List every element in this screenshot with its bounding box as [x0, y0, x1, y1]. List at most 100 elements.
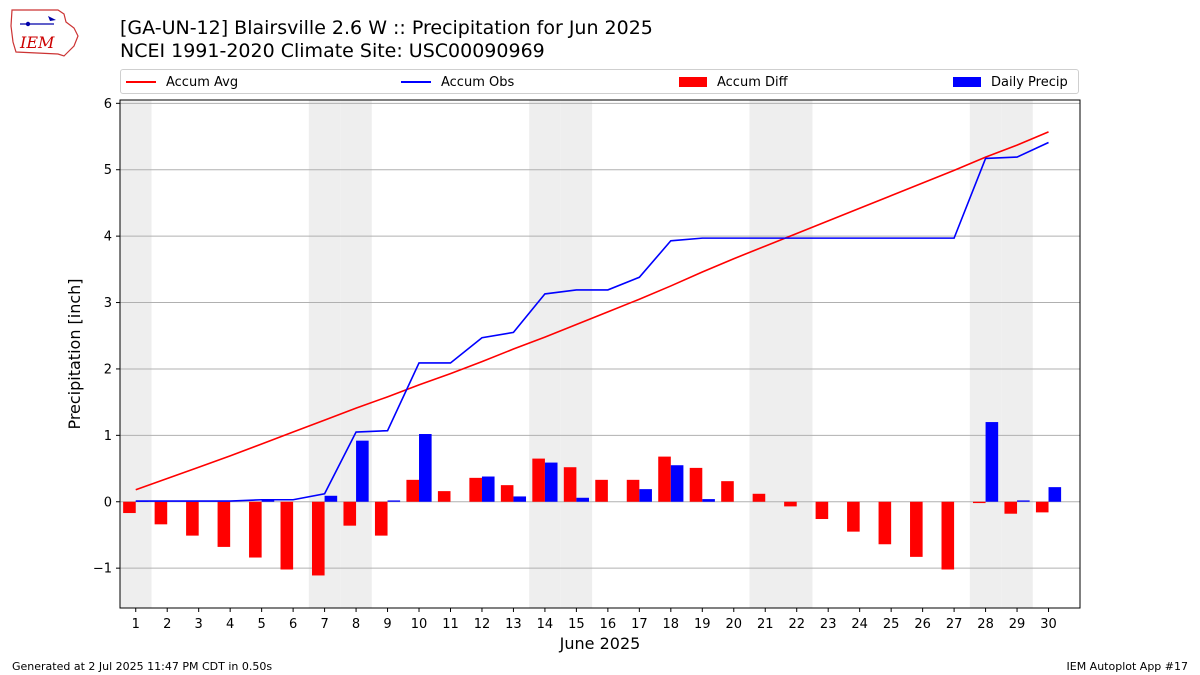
x-tick-label: 28: [977, 617, 994, 632]
x-tick-label: 25: [883, 617, 900, 632]
daily-precip-bar: [670, 465, 684, 502]
accum-diff-bar: [972, 501, 986, 504]
daily-precip-bar: [387, 500, 401, 502]
legend-label: Accum Avg: [166, 74, 239, 90]
legend-item-accum-diff: Accum Diff: [679, 73, 788, 91]
weekend-band: [560, 100, 593, 608]
weekend-band: [120, 100, 152, 608]
legend-item-accum-avg: Accum Avg: [126, 73, 238, 91]
x-tick-label: 17: [631, 617, 648, 632]
x-tick-label: 3: [195, 617, 203, 632]
x-tick-label: 29: [1009, 617, 1026, 632]
weekend-band: [529, 100, 561, 608]
footer-app: IEM Autoplot App #17: [1066, 660, 1189, 673]
accum-diff-bar: [374, 501, 388, 536]
legend-item-accum-obs: Accum Obs: [401, 73, 514, 91]
accum-diff-bar: [217, 501, 231, 547]
chart-title: [GA-UN-12] Blairsville 2.6 W :: Precipit…: [120, 17, 653, 39]
x-tick-label: 12: [474, 617, 491, 632]
accum-diff-bar: [595, 479, 608, 502]
logo-text: IEM: [19, 33, 55, 52]
accum-diff-bar: [626, 479, 640, 502]
accum-diff-bar: [721, 481, 734, 502]
y-axis-label: Precipitation [inch]: [65, 278, 84, 429]
legend-swatch: [401, 81, 431, 83]
accum-diff-bar: [1004, 501, 1018, 514]
x-tick-label: 10: [411, 617, 428, 632]
accum-diff-bar: [910, 501, 923, 557]
x-tick-label: 27: [946, 617, 963, 632]
accum-diff-bar: [689, 467, 703, 502]
daily-precip-bar: [356, 440, 369, 502]
daily-precip-bar: [513, 496, 527, 502]
daily-precip-bar: [481, 476, 495, 502]
accum-diff-bar: [500, 485, 514, 502]
daily-precip-bar: [702, 499, 715, 502]
accum-diff-bar: [658, 456, 671, 502]
accum-diff-bar: [343, 501, 357, 526]
x-tick-label: 30: [1040, 617, 1057, 632]
accum-diff-bar: [154, 501, 168, 525]
accum-diff-bar: [312, 501, 325, 576]
x-tick-label: 7: [320, 617, 328, 632]
x-tick-label: 26: [914, 617, 931, 632]
legend-swatch: [126, 81, 156, 83]
y-tick-label: 1: [104, 429, 112, 444]
y-tick-label: 4: [104, 230, 112, 245]
x-tick-label: 14: [537, 617, 554, 632]
iowa-outline-icon: [10, 9, 79, 57]
legend-label: Daily Precip: [991, 74, 1068, 90]
daily-precip-bar: [261, 500, 275, 502]
x-tick-label: 13: [505, 617, 522, 632]
daily-precip-bar: [544, 462, 558, 502]
accum-diff-bar: [847, 501, 860, 532]
accum-avg-line: [135, 131, 1049, 491]
legend-label: Accum Diff: [717, 74, 788, 90]
accum-diff-bar: [784, 501, 797, 507]
accum-diff-bar: [249, 501, 262, 558]
accum-diff-bar: [563, 467, 577, 502]
x-tick-label: 2: [163, 617, 171, 632]
accum-diff-bar: [532, 458, 545, 502]
daily-precip-bar: [576, 497, 589, 502]
daily-precip-bar: [1048, 487, 1062, 502]
x-tick-label: 1: [132, 617, 140, 632]
x-tick-label: 5: [257, 617, 265, 632]
accum-diff-bar: [1035, 501, 1049, 513]
footer-generated: Generated at 2 Jul 2025 11:47 PM CDT in …: [12, 660, 273, 673]
accum-diff-bar: [280, 501, 294, 570]
y-tick-label: −1: [93, 562, 112, 577]
x-tick-label: 9: [383, 617, 391, 632]
daily-precip-bar: [639, 489, 652, 502]
x-tick-label: 19: [694, 617, 711, 632]
y-tick-label: 5: [104, 163, 112, 178]
accum-diff-bar: [878, 501, 892, 545]
x-tick-label: 6: [289, 617, 297, 632]
y-tick-label: 6: [104, 97, 112, 112]
accum-diff-bar: [186, 501, 199, 536]
daily-precip-bar: [324, 495, 338, 502]
accum-obs-line: [135, 141, 1049, 502]
daily-precip-bar: [985, 422, 999, 502]
x-tick-label: 4: [226, 617, 234, 632]
x-axis-label: June 2025: [559, 634, 641, 653]
y-tick-label: 3: [104, 296, 112, 311]
weekend-band: [780, 100, 813, 608]
x-tick-label: 23: [820, 617, 837, 632]
weekend-band: [1001, 100, 1033, 608]
iem-logo: IEM: [10, 9, 79, 57]
plot-frame: [119, 99, 1081, 609]
daily-precip-bar: [419, 434, 432, 502]
legend-swatch: [679, 77, 707, 87]
weekend-band: [969, 100, 1002, 608]
legend-label: Accum Obs: [441, 74, 515, 90]
x-tick-label: 18: [663, 617, 680, 632]
y-tick-label: 2: [104, 362, 112, 377]
x-tick-label: 15: [568, 617, 585, 632]
accum-diff-bar: [406, 479, 420, 502]
daily-precip-bar: [1017, 500, 1030, 502]
accum-diff-bar: [437, 491, 451, 502]
accum-diff-bar: [752, 493, 766, 502]
x-tick-label: 21: [757, 617, 774, 632]
